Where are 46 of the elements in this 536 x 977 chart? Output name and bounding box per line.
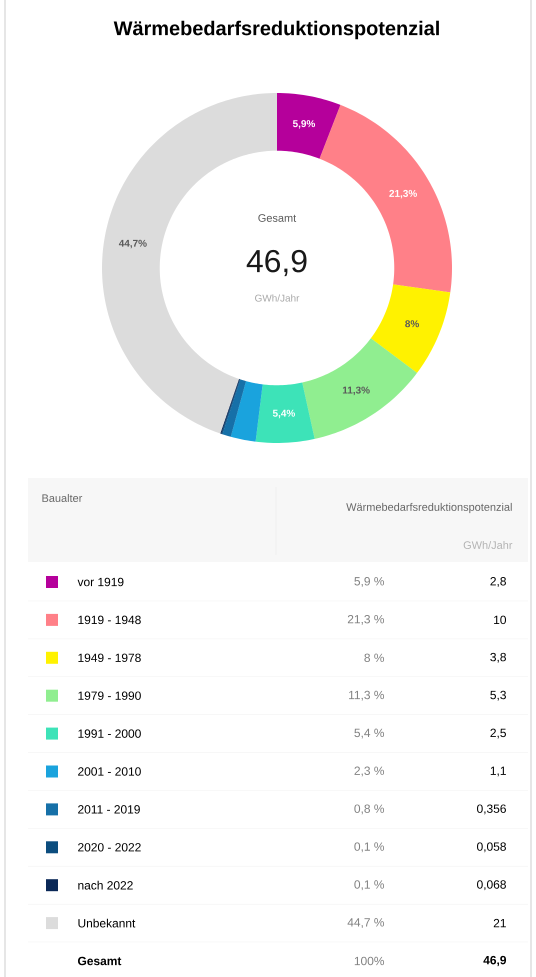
text: 0,356 — [477, 804, 506, 814]
text: GWh/Jahr — [255, 294, 300, 302]
text: 0,068 — [477, 880, 506, 890]
text: 8 % — [364, 654, 384, 662]
text: 21 — [494, 918, 506, 928]
text: 46,9 — [483, 956, 506, 966]
text: 2,3 % — [354, 766, 384, 776]
text: 2,5 — [490, 728, 506, 739]
legend-label: 2001 - 2010 — [78, 767, 141, 776]
legend-label: 1979 - 1990 — [78, 691, 141, 700]
text: 5,4 % — [354, 728, 384, 739]
text: 10 — [494, 616, 506, 624]
text: Gesamt — [78, 956, 122, 966]
data-label: 44,7% — [118, 240, 147, 248]
text: 0,058 — [477, 842, 506, 852]
data-label: 8% — [405, 320, 419, 328]
text: 21,3 % — [348, 614, 384, 625]
data-label: 21,3% — [389, 190, 417, 198]
text: 1,1 — [490, 766, 506, 776]
text: 3,8 — [490, 652, 506, 663]
legend-label: 2020 - 2022 — [78, 843, 141, 852]
text: 11,3 % — [349, 690, 384, 701]
legend-label: 1919 - 1948 — [78, 616, 141, 624]
text: Gesamt — [258, 214, 296, 222]
text: 100% — [354, 956, 384, 966]
text: Baualter — [42, 494, 82, 502]
text: 2,8 — [490, 577, 506, 587]
data-label: 5,9% — [292, 120, 316, 129]
legend-label: 2011 - 2019 — [78, 805, 140, 814]
text: 0,1 % — [354, 880, 384, 890]
legend-label: nach 2022 — [78, 880, 133, 890]
data-label: 5,4% — [272, 410, 295, 418]
text: 5,3 — [490, 690, 506, 701]
legend-label: vor 1919 — [78, 578, 124, 586]
legend-label: Unbekannt — [78, 918, 136, 928]
chart-title: Wärmebedarfsreduktionspotenzial — [114, 20, 439, 40]
legend-label: 1949 - 1978 — [78, 654, 141, 662]
text: 5,9 % — [354, 577, 384, 587]
text: 44,7 % — [348, 918, 384, 928]
text: 0,8 % — [354, 804, 384, 814]
legend-label: 1991 - 2000 — [78, 729, 141, 738]
text: 46,9 — [246, 250, 307, 276]
text: 0,1 % — [354, 842, 384, 852]
text: GWh/Jahr — [464, 540, 512, 550]
data-label: 11,3% — [342, 386, 370, 396]
text: Wärmebedarfsreduktionspotenzial — [346, 502, 512, 514]
